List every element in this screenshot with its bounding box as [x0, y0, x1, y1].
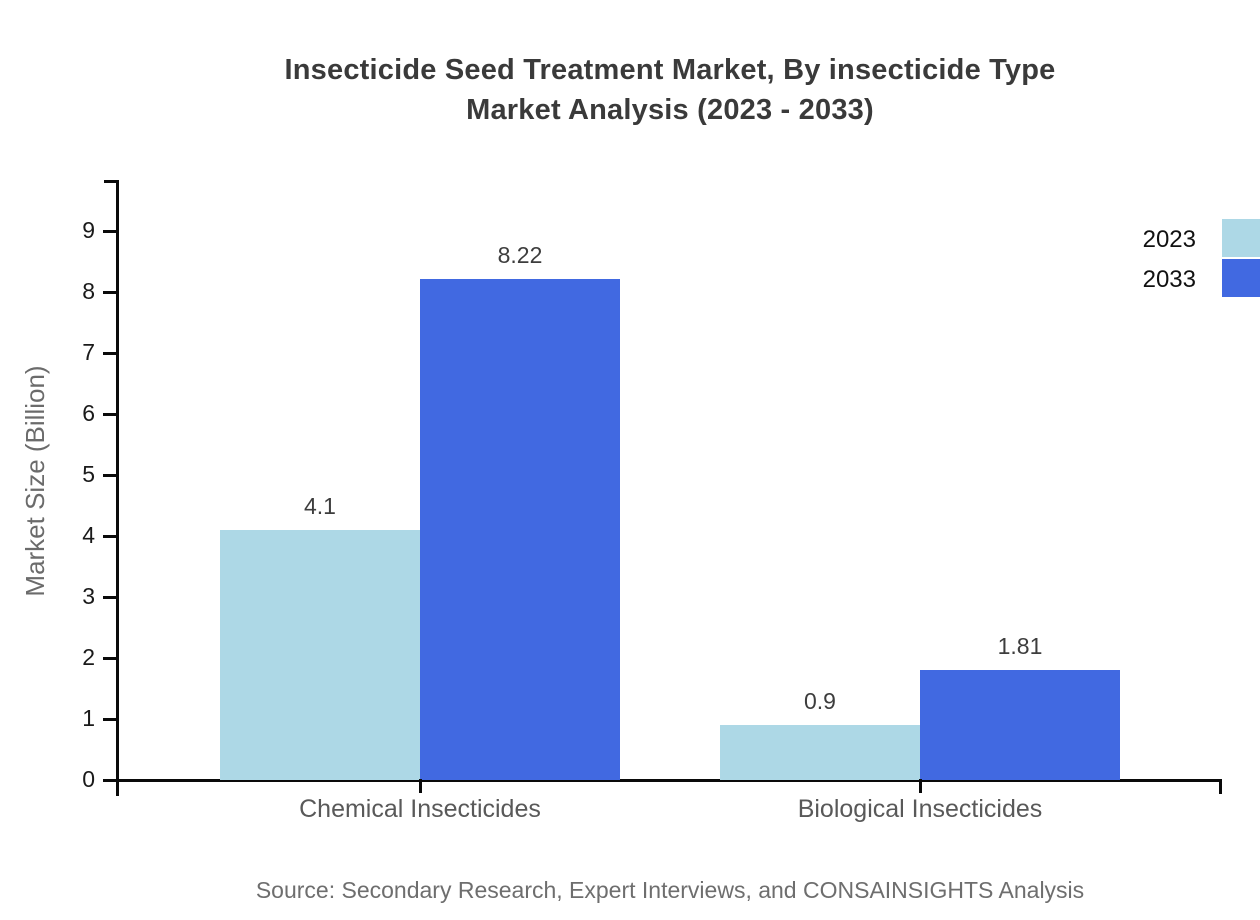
bar-2023-biological-insecticides: [720, 725, 920, 780]
x-axis-line: [103, 779, 1222, 782]
legend-swatch-2033: [1222, 259, 1260, 297]
legend-label-2023: 2023: [1142, 226, 1196, 253]
y-tick-label: 1: [82, 705, 95, 731]
y-tick-label: 3: [82, 583, 95, 609]
bar-value-label: 8.22: [497, 242, 543, 268]
x-category-label: Chemical Insecticides: [299, 795, 541, 823]
y-tick: [103, 657, 116, 660]
y-tick-label: 7: [82, 339, 95, 365]
legend-swatch-2023: [1222, 219, 1260, 257]
legend-label-2033: 2033: [1142, 266, 1196, 293]
bar-2023-chemical-insecticides: [220, 530, 420, 780]
bar-value-label: 1.81: [997, 633, 1043, 659]
chart-title: Insecticide Seed Treatment Market, By in…: [80, 50, 1260, 130]
y-tick-label: 6: [82, 400, 95, 426]
y-tick-label: 5: [82, 461, 95, 487]
x-category-label: Biological Insecticides: [797, 795, 1043, 823]
y-tick: [103, 474, 116, 477]
y-tick-label: 2: [82, 644, 95, 670]
y-tick: [103, 291, 116, 294]
y-tick: [103, 230, 116, 233]
y-tick-label: 8: [82, 278, 95, 304]
y-tick: [103, 352, 116, 355]
x-tick: [919, 779, 922, 793]
source-note: Source: Secondary Research, Expert Inter…: [255, 877, 1085, 903]
y-tick: [103, 596, 116, 599]
bar-2033-chemical-insecticides: [420, 279, 620, 780]
y-tick: [103, 718, 116, 721]
bar-value-label: 0.9: [804, 688, 836, 714]
y-axis-line: [116, 180, 119, 796]
chart-title-line2: Market Analysis (2023 - 2033): [466, 94, 874, 126]
y-tick-label: 9: [82, 217, 95, 243]
y-tick: [103, 779, 116, 782]
x-tick: [419, 779, 422, 793]
chart-title-line1: Insecticide Seed Treatment Market, By in…: [284, 54, 1056, 86]
y-tick-label: 0: [82, 766, 95, 792]
y-tick: [103, 413, 116, 416]
bar-2033-biological-insecticides: [920, 670, 1120, 780]
x-axis-end-cap: [1219, 779, 1222, 794]
y-tick-label: 4: [82, 522, 95, 548]
y-tick: [103, 535, 116, 538]
bar-value-label: 4.1: [304, 493, 336, 519]
y-axis-end-cap: [104, 180, 116, 183]
